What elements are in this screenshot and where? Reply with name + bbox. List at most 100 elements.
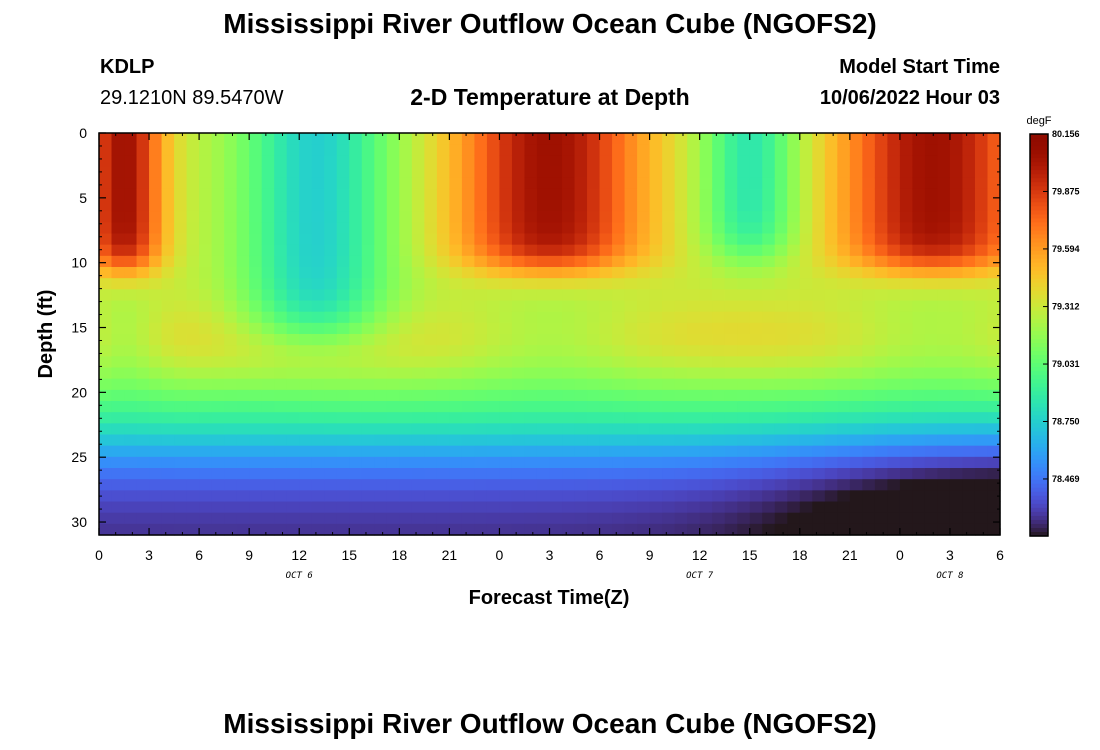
heatmap-cell (124, 512, 138, 525)
heatmap-cell (937, 233, 951, 246)
heatmap-cell (286, 144, 300, 156)
heatmap-cell (799, 322, 813, 335)
heatmap-cell (637, 233, 651, 246)
heatmap-cell (374, 188, 388, 201)
heatmap-cell (411, 479, 425, 491)
heatmap-cell (937, 144, 951, 156)
heatmap-cell (449, 523, 463, 536)
heatmap-cell (349, 255, 363, 268)
heatmap-cell (937, 244, 951, 257)
heatmap-cell (649, 523, 663, 536)
heatmap-cell (974, 412, 989, 424)
heatmap-cell (486, 523, 501, 536)
heatmap-cell (199, 445, 213, 458)
heatmap-cell (749, 490, 763, 503)
heatmap-cell (774, 233, 788, 246)
colorbar-segment (1030, 206, 1048, 211)
heatmap-cell (612, 378, 626, 391)
heatmap-cell (474, 255, 488, 268)
heatmap-cell (624, 166, 638, 179)
heatmap-cell (674, 300, 688, 313)
heatmap-cell (987, 479, 1001, 491)
heatmap-cell (862, 211, 876, 223)
colorbar-segment (1030, 499, 1048, 505)
heatmap-cell (637, 211, 651, 223)
heatmap-cell (874, 255, 888, 268)
heatmap-cell (712, 479, 726, 491)
heatmap-cell (949, 490, 964, 503)
heatmap-cell (324, 412, 338, 424)
heatmap-cell (411, 434, 425, 447)
heatmap-cell (136, 244, 150, 257)
heatmap-cell (136, 401, 150, 413)
heatmap-cell (161, 300, 175, 313)
heatmap-cell (236, 356, 250, 369)
heatmap-cell (186, 322, 200, 335)
heatmap-cell (461, 133, 476, 145)
heatmap-cell (111, 267, 125, 279)
heatmap-cell (161, 378, 175, 391)
heatmap-cell (149, 200, 163, 212)
heatmap-cell (787, 456, 801, 469)
heatmap-cell (274, 289, 288, 302)
heatmap-cell (712, 468, 726, 480)
x-tick-label: 6 (596, 547, 604, 563)
colorbar-segment (1030, 395, 1048, 400)
heatmap-cell (524, 144, 538, 156)
heatmap-cell (99, 378, 113, 391)
heatmap-cell (849, 233, 863, 246)
heatmap-cell (737, 244, 751, 257)
heatmap-cell (499, 434, 513, 447)
heatmap-cell (937, 222, 951, 235)
heatmap-cell (837, 389, 851, 402)
heatmap-cell (674, 267, 688, 279)
heatmap-cell (549, 144, 563, 156)
heatmap-cell (874, 334, 888, 346)
heatmap-cell (174, 423, 188, 436)
heatmap-cell (574, 389, 588, 402)
heatmap-cell (474, 456, 488, 469)
heatmap-cell (449, 233, 463, 246)
heatmap-cell (574, 345, 588, 357)
heatmap-cell (924, 267, 939, 279)
heatmap-cell (399, 412, 413, 424)
heatmap-cell (649, 144, 663, 156)
heatmap-cell (386, 401, 400, 413)
heatmap-cell (386, 267, 400, 279)
heatmap-cell (762, 244, 776, 257)
colorbar-segment (1030, 359, 1048, 364)
heatmap-cell (174, 200, 188, 212)
heatmap-cell (461, 311, 476, 324)
heatmap-cell (461, 233, 476, 246)
heatmap-cell (587, 468, 601, 480)
heatmap-cell (149, 523, 163, 536)
heatmap-cell (249, 356, 263, 369)
heatmap-cell (99, 244, 113, 257)
heatmap-cell (124, 166, 138, 179)
heatmap-cell (887, 378, 901, 391)
colorbar-label: 79.312 (1052, 302, 1080, 312)
heatmap-cell (361, 155, 375, 168)
heatmap-cell (249, 289, 263, 302)
heatmap-cell (924, 479, 939, 491)
heatmap-cell (774, 155, 788, 168)
heatmap-cell (149, 456, 163, 469)
heatmap-cell (724, 278, 738, 290)
heatmap-cell (249, 367, 263, 380)
heatmap-cell (924, 512, 939, 525)
heatmap-cell (612, 456, 626, 469)
heatmap-cell (837, 434, 851, 447)
heatmap-cell (299, 479, 313, 491)
heatmap-cell (249, 345, 263, 357)
heatmap-cell (899, 468, 913, 480)
heatmap-cell (336, 300, 350, 313)
heatmap-cell (136, 222, 150, 235)
heatmap-cell (737, 401, 751, 413)
heatmap-cell (887, 479, 901, 491)
heatmap-cell (799, 177, 813, 190)
heatmap-cell (361, 255, 375, 268)
heatmap-cell (987, 211, 1001, 223)
heatmap-cell (199, 300, 213, 313)
heatmap-cell (511, 255, 526, 268)
